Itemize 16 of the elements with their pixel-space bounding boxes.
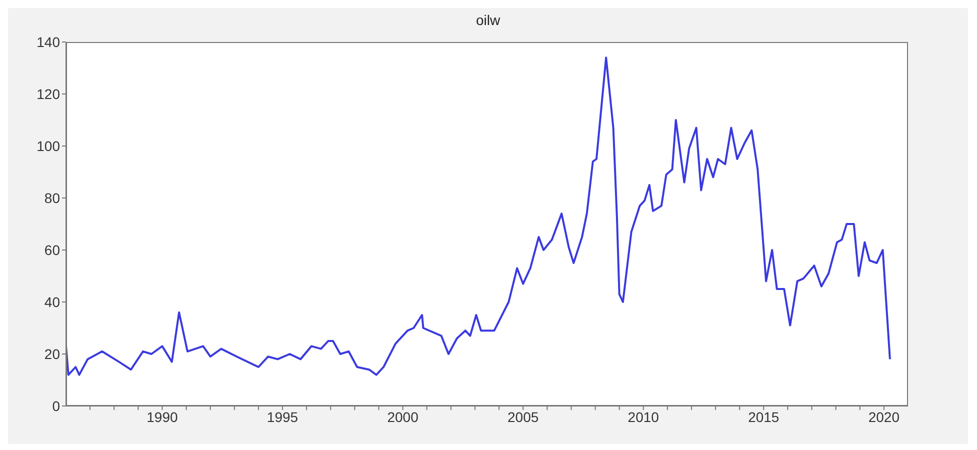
y-tick-label: 80	[44, 190, 60, 206]
x-tick-label: 2015	[748, 408, 780, 425]
x-tick-label: 1990	[146, 408, 178, 425]
x-tick-label: 1995	[266, 408, 298, 425]
y-tick-label: 0	[52, 398, 60, 414]
y-tick-label: 60	[44, 242, 60, 258]
y-tick-label: 120	[36, 86, 60, 102]
y-tick-label: 140	[36, 34, 60, 50]
x-tick-label: 2010	[628, 408, 660, 425]
y-tick-label: 20	[44, 346, 60, 362]
x-tick-label: 2020	[868, 408, 900, 425]
chart-title: oilw	[474, 12, 502, 28]
x-tick-label: 2005	[508, 408, 539, 425]
y-tick-label: 40	[44, 294, 60, 310]
y-tick-label: 100	[36, 138, 60, 154]
x-tick-label: 2000	[387, 408, 419, 425]
